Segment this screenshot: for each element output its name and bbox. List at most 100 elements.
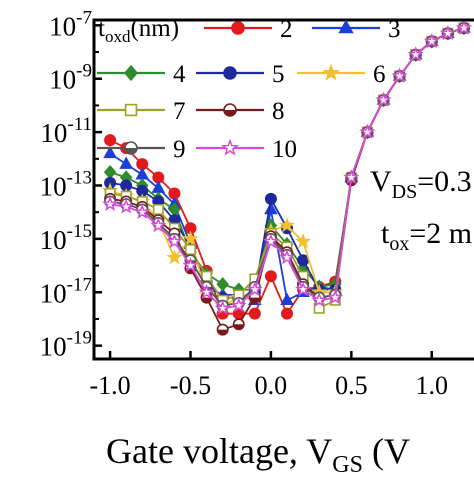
- series-10-point: [198, 283, 215, 300]
- plot-frame: [92, 18, 474, 361]
- series-6-point: [182, 230, 199, 246]
- annotations: VDS=0.3 tox=2 m: [370, 165, 472, 255]
- legend-label-2: 2: [280, 16, 293, 43]
- series-10-point: [102, 195, 119, 211]
- series-2: [104, 22, 470, 320]
- legend-item-10: 10: [196, 136, 297, 163]
- series-10-point-shape: [230, 297, 247, 313]
- legend-label-4: 4: [173, 61, 186, 88]
- series-10-point: [230, 297, 247, 313]
- series-10-point-shape: [182, 257, 199, 273]
- legend-marker-5: [223, 66, 237, 80]
- series-4-point-shape: [216, 277, 229, 292]
- series-10-point: [311, 291, 328, 308]
- legend-marker-4: [123, 64, 139, 82]
- series-7: [104, 22, 470, 314]
- annotation-vds: VDS=0.3: [370, 165, 472, 203]
- series-6-point-shape: [166, 249, 183, 265]
- series-5-point: [297, 254, 310, 267]
- axes-layer: -1.0 -0.5 0.0 0.5 1.0 10-7 10-9 10-11 10-13 10-15…: [40, 7, 448, 400]
- series-2-point-shape: [248, 307, 261, 320]
- legend-marker-6: [322, 63, 340, 81]
- legend-marker-3-shape: [338, 19, 354, 34]
- series-10-point-shape: [327, 289, 344, 305]
- y-tick-label: 10-11: [40, 114, 92, 148]
- annotation-tox-sub: ox: [389, 233, 409, 255]
- series-10-point: [455, 20, 472, 35]
- series-10-point-shape: [295, 281, 312, 297]
- y-tick-label: 10-15: [40, 221, 92, 255]
- series-7-point: [201, 270, 213, 282]
- legend-item-8: 8: [196, 98, 285, 125]
- series-6-point: [279, 217, 295, 233]
- legend-marker-2-shape: [231, 21, 245, 35]
- series-7-line: [109, 27, 465, 310]
- legend-marker-6-shape: [322, 63, 340, 81]
- legend-marker-7-shape: [124, 103, 138, 117]
- series-10-point: [327, 289, 344, 305]
- series-10-point: [407, 46, 424, 62]
- series-4-point: [216, 277, 229, 292]
- series-8-point: [216, 323, 229, 336]
- series-10-point: [134, 203, 151, 219]
- series-3-point-shape: [135, 167, 150, 180]
- y-tick-label: 10-9: [49, 61, 92, 95]
- series-10-point-shape: [134, 203, 151, 219]
- series-10-point-shape: [150, 217, 167, 233]
- series-2-point-shape: [264, 270, 277, 283]
- x-axis-title: Gate voltage, VGS (V: [106, 431, 410, 474]
- series-layer: [102, 20, 472, 336]
- series-10-point-shape: [214, 299, 231, 316]
- series-2-point: [104, 134, 117, 147]
- series-6-line: [109, 27, 465, 307]
- series-3-point-shape: [280, 292, 294, 305]
- series-7-point-shape: [185, 244, 196, 256]
- series-7-point: [185, 244, 196, 256]
- legend-label-7: 7: [173, 98, 186, 125]
- series-3-point-shape: [119, 156, 133, 169]
- x-tick-label: -1.0: [89, 371, 130, 400]
- y-tick-label: 10-19: [40, 328, 92, 362]
- series-10-point: [343, 169, 360, 185]
- y-tick-label: 10-7: [49, 7, 92, 41]
- legend-item-7: 7: [97, 98, 186, 125]
- x-tick-label: 0.5: [335, 371, 368, 400]
- series-7-point-shape: [201, 270, 213, 282]
- series-6-point-shape: [182, 230, 199, 246]
- series-10-point: [118, 198, 135, 214]
- series-10-point-shape: [375, 91, 392, 107]
- series-3-point: [103, 145, 117, 159]
- series-10-point-shape: [407, 46, 424, 62]
- series-10-point-shape: [311, 291, 328, 308]
- series-10-point-shape: [455, 20, 472, 35]
- x-axis-title-suffix: (V: [363, 431, 410, 471]
- series-10-point: [166, 233, 183, 249]
- series-4-point-shape: [103, 164, 117, 180]
- legend-label-5: 5: [272, 61, 285, 88]
- legend-item-6: 6: [297, 61, 386, 88]
- legend-marker-9: [124, 141, 138, 155]
- series-10-point: [214, 299, 231, 316]
- series-10-point: [279, 249, 295, 265]
- y-tick-label: 10-17: [40, 274, 92, 308]
- series-10-point: [150, 217, 167, 233]
- series-10-point-shape: [198, 283, 215, 300]
- series-10-point: [246, 281, 263, 297]
- series-10-point: [359, 123, 376, 139]
- series-3-point: [280, 292, 294, 305]
- legend-marker-2: [231, 21, 245, 35]
- legend-marker-10: [221, 138, 239, 156]
- series-8-point: [232, 318, 245, 331]
- annotation-vds-value: =0.3: [417, 165, 471, 198]
- series-6-point: [166, 249, 183, 265]
- legend-label-6: 6: [373, 61, 386, 88]
- series-6-point: [295, 233, 312, 249]
- legend-label-9: 9: [173, 136, 186, 163]
- annotation-tox-main: t: [381, 217, 390, 250]
- series-10-point-shape: [343, 169, 360, 185]
- legend-title: toxd(nm): [98, 15, 179, 46]
- series-7-point-shape: [152, 204, 164, 215]
- series-3: [103, 20, 471, 305]
- series-3-point: [135, 167, 150, 180]
